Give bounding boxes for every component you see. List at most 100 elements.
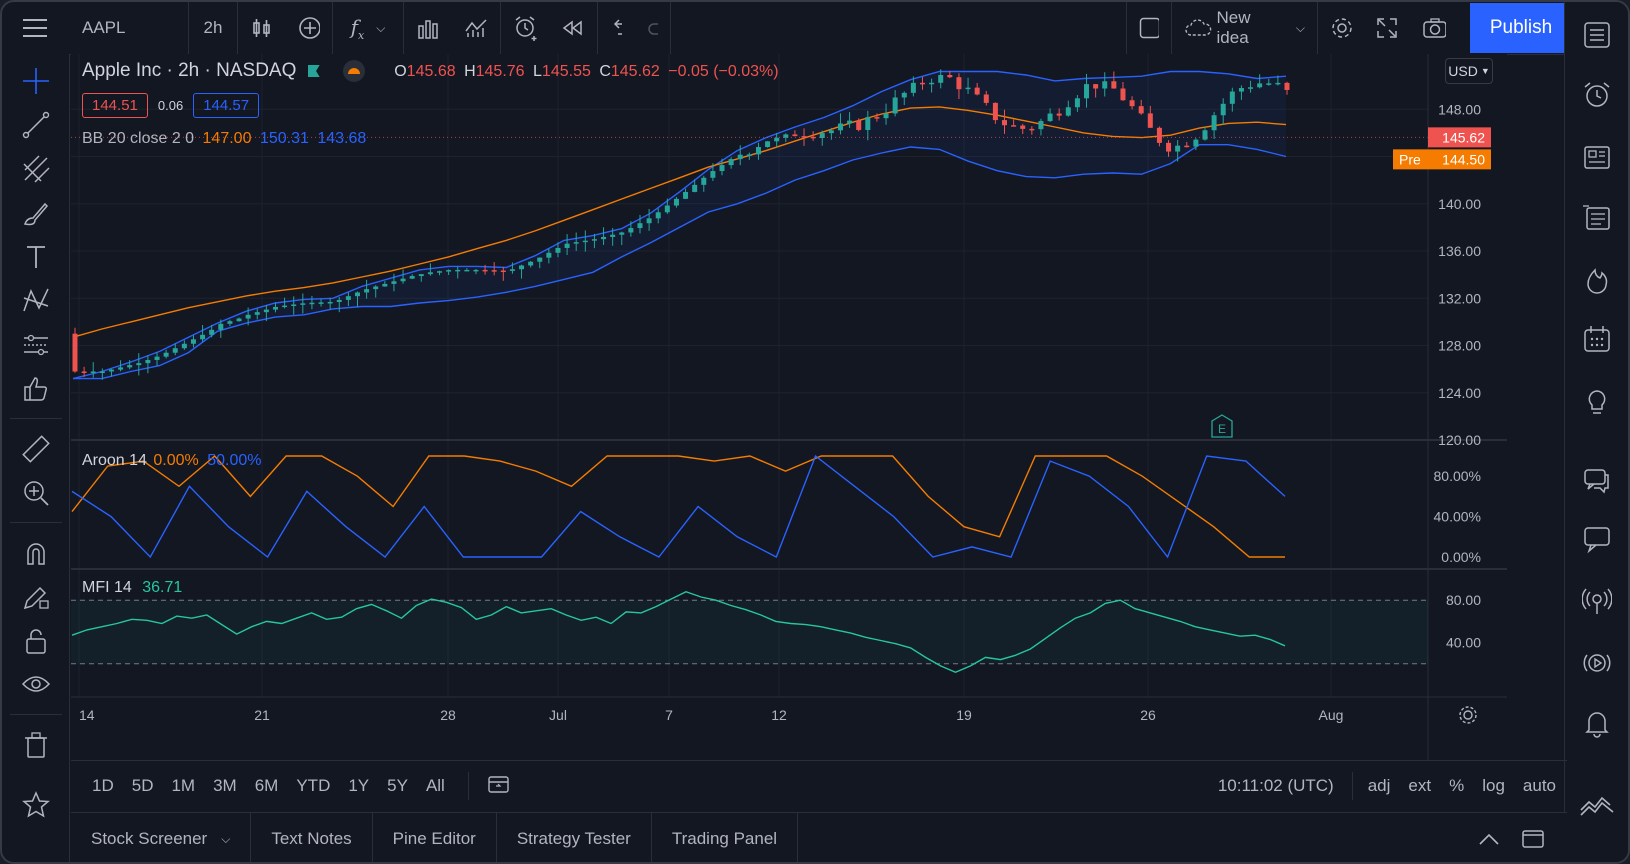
candle-body[interactable] [364, 289, 370, 293]
timezone-button[interactable]: 10:11:02 (UTC) [1206, 776, 1346, 796]
scale-option-ext[interactable]: ext [1408, 776, 1432, 795]
candle-body[interactable] [1238, 88, 1244, 92]
candle-body[interactable] [1229, 91, 1235, 104]
candle-body[interactable] [127, 365, 133, 368]
goto-date-button[interactable] [483, 773, 515, 800]
candle-body[interactable] [856, 120, 862, 130]
candle-body[interactable] [974, 87, 980, 95]
candle-body[interactable] [400, 278, 406, 282]
candle-body[interactable] [555, 247, 561, 253]
compare-button[interactable] [286, 2, 332, 54]
candle-body[interactable] [810, 136, 816, 139]
mfi-line[interactable] [71, 590, 1286, 674]
candle-body[interactable] [1102, 81, 1108, 89]
candle-body[interactable] [828, 130, 834, 134]
aroon-legend[interactable]: Aroon 14 0.00% 50.00% [82, 452, 261, 470]
candle-body[interactable] [300, 303, 306, 305]
candle-body[interactable] [1120, 88, 1126, 101]
crosshair-tool[interactable] [19, 64, 53, 98]
new-idea-button[interactable]: New idea ⌵ [1172, 2, 1317, 54]
range-button-1d[interactable]: 1D [92, 776, 114, 795]
remove-drawings-tool[interactable] [19, 728, 53, 762]
candle-body[interactable] [1138, 106, 1144, 114]
interval-button[interactable]: 2h [189, 2, 237, 54]
candle-body[interactable] [200, 334, 206, 340]
chart-templates-button[interactable] [452, 2, 500, 54]
mfi-legend[interactable]: MFI 14 36.71 [82, 579, 182, 597]
templates-button[interactable] [404, 2, 452, 54]
range-button-1m[interactable]: 1M [171, 776, 196, 795]
candle-body[interactable] [181, 343, 187, 349]
candle-body[interactable] [327, 301, 333, 304]
candle-body[interactable] [865, 117, 871, 130]
candle-body[interactable] [1184, 145, 1190, 148]
aroon-down-line[interactable] [71, 454, 1286, 559]
magnet-tool[interactable] [19, 536, 53, 570]
candle-body[interactable] [610, 234, 616, 237]
axis-settings-gear-icon[interactable] [1459, 706, 1477, 724]
undo-button[interactable] [598, 2, 634, 54]
candle-body[interactable] [1257, 83, 1263, 88]
candle-body[interactable] [1038, 121, 1044, 130]
chats-button[interactable] [1580, 464, 1614, 498]
range-button-ytd[interactable]: YTD [296, 776, 331, 795]
favorites-tool[interactable] [19, 788, 53, 822]
range-button-1y[interactable]: 1Y [348, 776, 370, 795]
candle-body[interactable] [309, 302, 315, 305]
candle-body[interactable] [108, 369, 114, 372]
range-button-6m[interactable]: 6M [254, 776, 279, 795]
candle-body[interactable] [1093, 84, 1099, 89]
candle-body[interactable] [619, 232, 625, 235]
candle-body[interactable] [1074, 98, 1080, 108]
candle-body[interactable] [673, 198, 679, 206]
candle-body[interactable] [509, 269, 515, 271]
candle-body[interactable] [418, 274, 424, 277]
candle-body[interactable] [792, 134, 798, 137]
lock-drawings-tool[interactable] [19, 624, 53, 658]
bb-lower-line[interactable] [73, 143, 1287, 380]
candle-body[interactable] [664, 205, 670, 213]
candle-body[interactable] [883, 113, 889, 119]
calendar-button[interactable] [1580, 322, 1614, 356]
tab-stock-screener[interactable]: Stock Screener ⌵ [71, 813, 252, 862]
range-button-3m[interactable]: 3M [213, 776, 237, 795]
candle-body[interactable] [1029, 128, 1035, 131]
hotlists-button[interactable] [1580, 264, 1614, 298]
candle-body[interactable] [291, 304, 297, 306]
candle-body[interactable] [1284, 82, 1290, 90]
candle-body[interactable] [345, 296, 351, 300]
pattern-tool[interactable] [19, 284, 53, 318]
candle-body[interactable] [728, 159, 734, 166]
candle-body[interactable] [837, 123, 843, 131]
candle-body[interactable] [263, 309, 269, 313]
candle-body[interactable] [464, 269, 470, 272]
candle-body[interactable] [601, 236, 607, 240]
candle-body[interactable] [564, 243, 570, 248]
candle-body[interactable] [646, 218, 652, 224]
candle-body[interactable] [746, 154, 752, 156]
fib-tool[interactable] [19, 152, 53, 186]
candle-body[interactable] [500, 270, 506, 273]
maximize-panel-button[interactable] [1511, 829, 1555, 849]
candle-body[interactable] [692, 184, 698, 192]
candle-body[interactable] [209, 329, 215, 335]
candle-body[interactable] [919, 82, 925, 85]
candle-body[interactable] [765, 141, 771, 148]
candle-body[interactable] [336, 299, 342, 302]
candle-body[interactable] [983, 94, 989, 103]
alert-button[interactable] [501, 2, 549, 54]
measure-tool[interactable] [19, 432, 53, 466]
candle-body[interactable] [409, 276, 415, 279]
streams-button[interactable] [1580, 584, 1614, 618]
candle-body[interactable] [774, 137, 780, 142]
bb-basis-line[interactable] [72, 106, 1287, 338]
text-tool[interactable] [19, 240, 53, 274]
scale-option-log[interactable]: log [1482, 776, 1505, 795]
candle-body[interactable] [163, 352, 169, 357]
candle-body[interactable] [81, 371, 87, 373]
candle-body[interactable] [1011, 125, 1017, 127]
candle-body[interactable] [1275, 82, 1281, 85]
candle-body[interactable] [655, 212, 661, 219]
